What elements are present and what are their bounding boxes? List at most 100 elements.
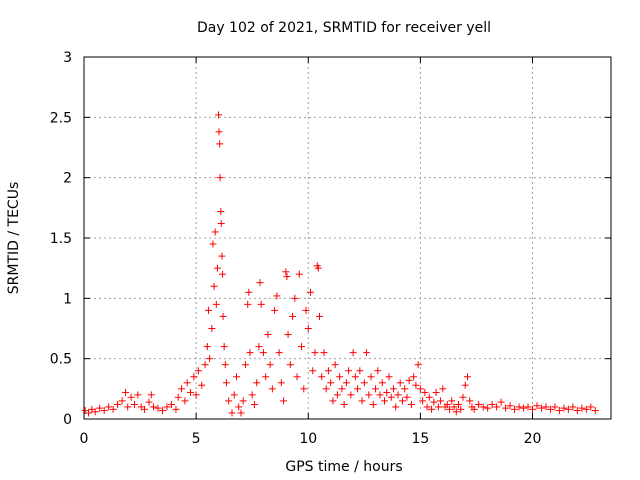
data-point — [457, 405, 465, 413]
data-point — [448, 397, 456, 405]
data-point — [533, 402, 541, 410]
y-tick-label: 0.5 — [50, 352, 72, 368]
data-point — [309, 367, 317, 375]
grid-lines — [84, 57, 611, 419]
data-point — [96, 404, 104, 412]
data-point — [515, 403, 523, 411]
data-point — [232, 373, 240, 381]
data-point — [367, 373, 375, 381]
data-point — [569, 403, 577, 411]
data-point — [327, 379, 335, 387]
axis-ticks — [83, 56, 611, 420]
data-point — [268, 385, 276, 393]
data-point — [253, 379, 261, 387]
data-point — [497, 398, 505, 406]
y-axis-label: SRMTID / TECUs — [6, 182, 22, 295]
data-point — [291, 294, 299, 302]
data-point — [502, 404, 510, 412]
x-tick-label: 0 — [80, 431, 89, 447]
data-point — [114, 401, 122, 409]
data-point — [484, 404, 492, 412]
data-point — [248, 391, 256, 399]
data-points — [81, 111, 599, 417]
data-point — [414, 361, 422, 369]
y-tick-label: 1 — [63, 291, 72, 307]
data-point — [437, 397, 445, 405]
data-point — [466, 397, 474, 405]
data-point — [315, 312, 323, 320]
data-point — [542, 403, 550, 411]
data-point — [412, 381, 420, 389]
data-point — [529, 405, 537, 413]
y-tick-label: 0 — [63, 412, 72, 428]
data-point — [183, 379, 191, 387]
data-point — [174, 393, 182, 401]
data-point — [220, 343, 228, 351]
data-point — [419, 397, 427, 405]
data-point — [187, 388, 195, 396]
data-point — [551, 403, 559, 411]
data-point — [198, 381, 206, 389]
data-point — [520, 404, 528, 412]
y-tick-labels: 0 0.5 1 1.5 2 2.5 3 — [50, 50, 72, 428]
data-point — [342, 379, 350, 387]
data-point — [306, 288, 314, 296]
data-point — [280, 397, 288, 405]
data-point — [336, 373, 344, 381]
data-point — [354, 385, 362, 393]
data-point — [564, 405, 572, 413]
data-point — [218, 252, 226, 260]
data-point — [210, 282, 218, 290]
data-point — [194, 367, 202, 375]
data-point — [374, 367, 382, 375]
data-point — [230, 391, 238, 399]
data-point — [349, 349, 357, 357]
data-point — [560, 404, 568, 412]
data-point — [479, 403, 487, 411]
x-tick-label: 5 — [192, 431, 201, 447]
data-point — [360, 379, 368, 387]
data-point — [450, 403, 458, 411]
data-point — [401, 385, 409, 393]
data-point — [345, 367, 353, 375]
data-point — [141, 405, 149, 413]
data-point — [219, 312, 227, 320]
data-point — [293, 373, 301, 381]
data-point — [216, 140, 224, 148]
data-point — [295, 270, 303, 278]
data-point — [340, 401, 348, 409]
plot-frame — [83, 56, 612, 420]
data-point — [158, 407, 166, 415]
data-point — [304, 325, 312, 332]
data-point — [216, 174, 224, 182]
data-point — [461, 381, 469, 389]
data-point — [257, 300, 265, 308]
data-point — [511, 405, 519, 413]
data-point — [356, 367, 364, 375]
data-point — [150, 403, 158, 411]
data-point — [289, 312, 297, 320]
x-tick-label: 15 — [411, 431, 429, 447]
data-point — [578, 404, 586, 412]
data-point — [582, 405, 590, 413]
data-point — [470, 405, 478, 413]
data-point — [333, 391, 341, 399]
data-point — [286, 361, 294, 369]
data-point — [147, 391, 155, 399]
data-point — [244, 300, 252, 308]
data-point — [275, 349, 283, 357]
data-point — [363, 349, 371, 357]
y-tick-label: 2 — [63, 171, 72, 187]
data-point — [215, 128, 223, 136]
data-point — [546, 405, 554, 413]
data-point — [311, 349, 319, 357]
data-point — [587, 403, 595, 411]
data-point — [452, 408, 460, 416]
data-point — [376, 391, 384, 399]
data-point — [213, 264, 221, 272]
data-point — [212, 300, 220, 308]
data-point — [329, 397, 337, 405]
data-point — [387, 393, 395, 401]
data-point — [446, 405, 454, 413]
